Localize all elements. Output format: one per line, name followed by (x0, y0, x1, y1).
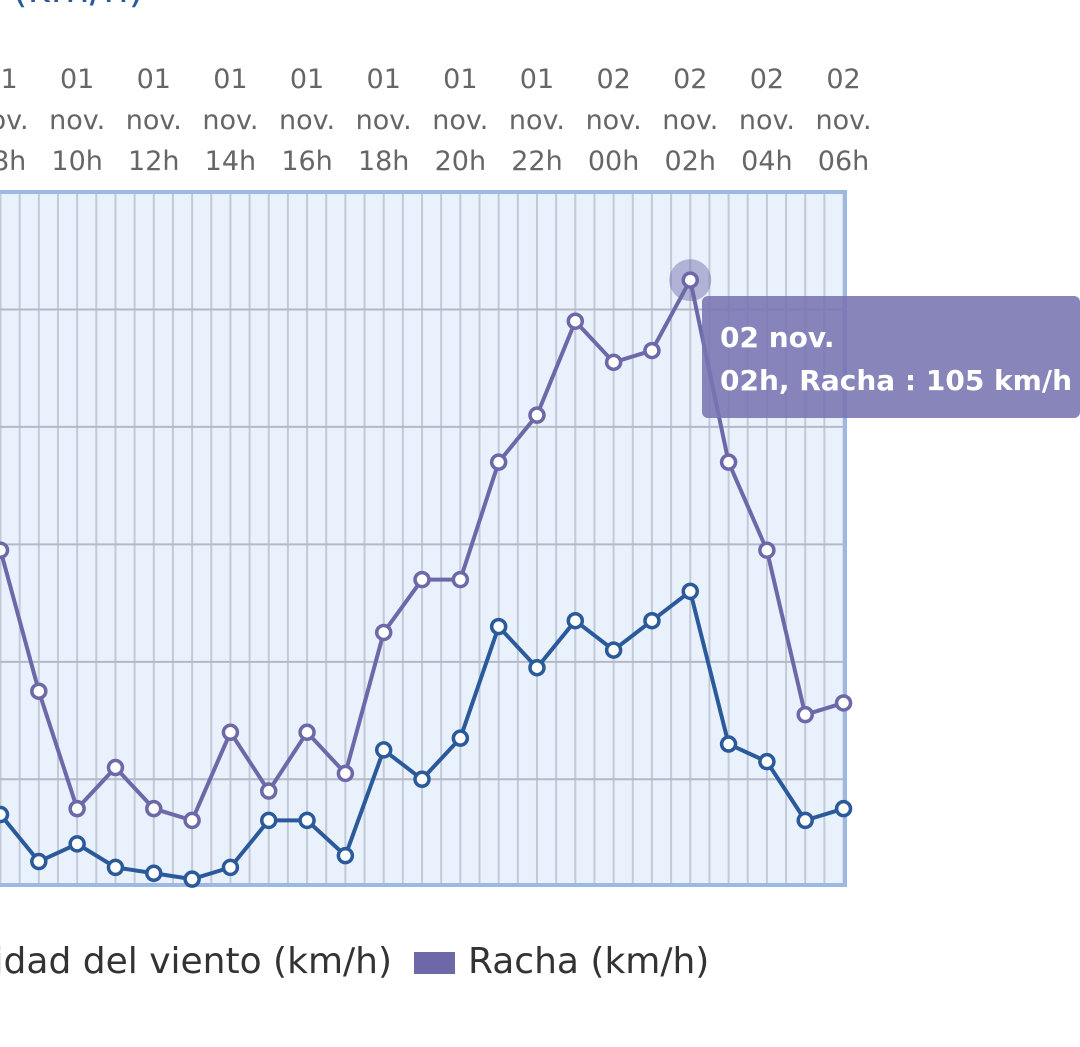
point (566, 611, 585, 630)
point (566, 312, 585, 330)
x-tick-label: 01 nov. 22h (509, 64, 565, 177)
point (30, 682, 48, 700)
x-tick-label: 01 nov. 16h (279, 64, 335, 177)
point (336, 764, 355, 783)
x-tick-label: 01 nov. 12h (126, 64, 182, 177)
point (183, 811, 201, 830)
legend-label: Racha (km/h) (468, 941, 709, 982)
point (681, 582, 700, 601)
point (834, 694, 853, 712)
point (451, 729, 470, 747)
point (834, 799, 853, 818)
point (758, 541, 776, 559)
x-tick-label: 01 nov. 10h (49, 64, 105, 177)
point (489, 617, 508, 636)
point (643, 611, 661, 630)
point (451, 570, 470, 589)
point (374, 623, 393, 642)
point (528, 406, 546, 424)
point (68, 835, 86, 853)
point (145, 799, 163, 818)
x-tick-label: 01 nov. 18h (356, 64, 412, 177)
tooltip-text: 02 nov. (720, 321, 835, 354)
point (0, 541, 10, 559)
x-tick-label: 02 nov. 06h (815, 64, 871, 177)
plot-border (0, 190, 847, 887)
x-tick-label: 02 nov. 02h (662, 64, 718, 177)
point (221, 858, 240, 877)
point (719, 453, 738, 471)
point (643, 341, 661, 360)
point (528, 658, 546, 677)
point (489, 453, 508, 471)
point (298, 811, 316, 830)
point (221, 723, 240, 742)
point (259, 811, 278, 830)
x-tick-label: 01 nov. 20h (432, 64, 488, 177)
point (796, 811, 814, 830)
point (758, 752, 776, 771)
chart-title: (km/h) (12, 0, 144, 12)
point (0, 805, 10, 824)
point (413, 570, 431, 589)
point (374, 741, 393, 759)
point (413, 770, 431, 789)
legend-label: Velocidad del viento (km/h) (0, 941, 392, 982)
point (106, 758, 125, 777)
point (336, 846, 355, 865)
x-tick-label: 01 nov. 14h (202, 64, 258, 177)
point (183, 870, 201, 888)
point (259, 782, 278, 800)
point (298, 723, 316, 742)
tooltip-box (702, 296, 1080, 418)
point (796, 705, 814, 724)
x-tick-label: 02 nov. 04h (739, 64, 795, 177)
legend-swatch (414, 952, 455, 974)
point (604, 641, 623, 659)
point (719, 735, 738, 753)
point (68, 799, 86, 818)
point (681, 271, 700, 289)
tooltip-text: 02h, Racha : 105 km/h (720, 364, 1072, 397)
x-tick-label: 02 nov. 00h (586, 64, 642, 177)
point (30, 852, 48, 871)
point (145, 864, 163, 883)
point (106, 858, 125, 877)
point (604, 353, 623, 372)
